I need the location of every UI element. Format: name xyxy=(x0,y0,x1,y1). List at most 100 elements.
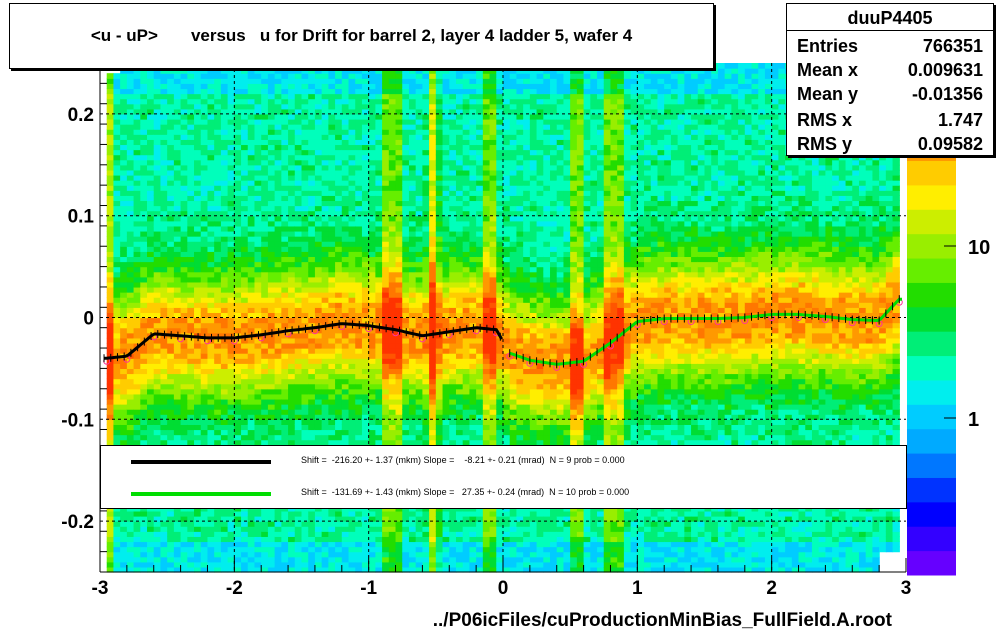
heatmap-cell xyxy=(368,241,376,247)
heatmap-cell xyxy=(140,124,148,130)
heatmap-cell xyxy=(214,159,222,166)
heatmap-cell xyxy=(355,149,363,156)
heatmap-cell xyxy=(173,108,182,115)
heatmap-cell xyxy=(234,358,242,364)
heatmap-cell xyxy=(321,200,329,207)
heatmap-cell xyxy=(207,414,215,420)
heatmap-cell xyxy=(147,149,155,156)
heatmap-cell xyxy=(140,292,148,298)
heatmap-cell xyxy=(254,404,262,410)
heatmap-cell xyxy=(402,215,410,222)
heatmap-cell xyxy=(140,302,148,308)
heatmap-cell xyxy=(214,134,222,140)
heatmap-cell xyxy=(348,404,356,410)
heatmap-cell xyxy=(200,281,209,288)
heatmap-cell xyxy=(314,118,323,125)
heatmap-cell xyxy=(261,78,269,84)
heatmap-cell xyxy=(247,103,256,110)
heatmap-cell xyxy=(321,317,329,324)
heatmap-cell xyxy=(408,429,417,436)
heatmap-cell xyxy=(140,409,148,415)
heatmap-cell xyxy=(160,297,168,303)
heatmap-cell xyxy=(422,358,430,364)
heatmap-cell xyxy=(120,536,128,543)
heatmap-cell xyxy=(429,307,437,314)
heatmap-cell xyxy=(314,256,323,263)
heatmap-cell xyxy=(341,190,350,196)
heatmap-cell xyxy=(126,419,135,425)
heatmap-cell xyxy=(355,266,363,273)
heatmap-cell xyxy=(214,312,222,319)
heatmap-cell xyxy=(180,358,188,364)
heatmap-cell xyxy=(147,292,155,298)
heatmap-cell xyxy=(368,556,376,563)
heatmap-cell xyxy=(180,103,188,110)
heatmap-cell xyxy=(348,134,356,140)
heatmap-cell xyxy=(288,342,296,349)
heatmap-cell xyxy=(160,516,168,522)
heatmap-cell xyxy=(120,342,128,349)
heatmap-cell xyxy=(321,154,329,161)
heatmap-cell xyxy=(227,225,235,232)
heatmap-cell xyxy=(429,185,437,191)
heatmap-cell xyxy=(261,348,269,354)
heatmap-cell xyxy=(167,348,175,354)
heatmap-cell xyxy=(180,118,188,125)
heatmap-cell xyxy=(429,149,437,156)
heatmap-cell xyxy=(234,225,242,232)
heatmap-cell xyxy=(274,246,282,252)
heatmap-cell xyxy=(281,271,289,278)
heatmap-cell xyxy=(133,388,141,395)
heatmap-cell xyxy=(348,378,356,385)
heatmap-cell xyxy=(388,556,397,563)
heatmap-cell xyxy=(422,327,430,334)
heatmap-cell xyxy=(301,398,309,405)
heatmap-cell xyxy=(254,215,262,222)
heatmap-cell xyxy=(301,88,309,95)
heatmap-cell xyxy=(187,363,195,369)
heatmap-cell xyxy=(335,404,343,410)
heatmap-cell xyxy=(429,409,437,415)
heatmap-cell xyxy=(435,541,444,548)
heatmap-cell xyxy=(254,419,262,425)
heatmap-cell xyxy=(214,388,222,395)
heatmap-cell xyxy=(254,251,262,258)
heatmap-cell xyxy=(335,419,343,425)
heatmap-cell xyxy=(160,312,168,319)
heatmap-cell xyxy=(321,429,329,436)
heatmap-cell xyxy=(422,546,430,553)
heatmap-cell xyxy=(375,215,383,222)
heatmap-cell xyxy=(435,378,444,385)
heatmap-cell xyxy=(422,292,430,298)
heatmap-cell xyxy=(361,561,370,568)
heatmap-cell xyxy=(341,521,350,527)
heatmap-cell xyxy=(361,510,370,517)
heatmap-cell xyxy=(341,113,350,120)
heatmap-cell xyxy=(281,78,289,84)
heatmap-cell xyxy=(160,302,168,308)
heatmap-cell xyxy=(173,348,182,354)
heatmap-cell xyxy=(422,113,430,120)
heatmap-cell xyxy=(321,118,329,125)
heatmap-cell xyxy=(281,556,289,563)
heatmap-cell xyxy=(200,78,209,84)
heatmap-cell xyxy=(227,516,235,522)
heatmap-cell xyxy=(261,383,269,390)
heatmap-cell xyxy=(113,312,121,319)
heatmap-cell xyxy=(435,348,444,354)
heatmap-cell xyxy=(247,230,256,237)
heatmap-cell xyxy=(261,200,269,207)
heatmap-cell xyxy=(126,149,135,156)
heatmap-cell xyxy=(153,383,162,390)
heatmap-cell xyxy=(120,266,128,273)
heatmap-cell xyxy=(126,541,135,548)
heatmap-cell xyxy=(261,409,269,415)
heatmap-cell xyxy=(368,68,376,74)
heatmap-cell xyxy=(194,419,202,425)
heatmap-cell xyxy=(261,429,269,436)
heatmap-cell xyxy=(368,286,376,293)
heatmap-cell xyxy=(200,256,209,263)
heatmap-cell xyxy=(321,195,329,202)
heatmap-cell xyxy=(355,169,363,176)
heatmap-cell xyxy=(388,409,397,415)
